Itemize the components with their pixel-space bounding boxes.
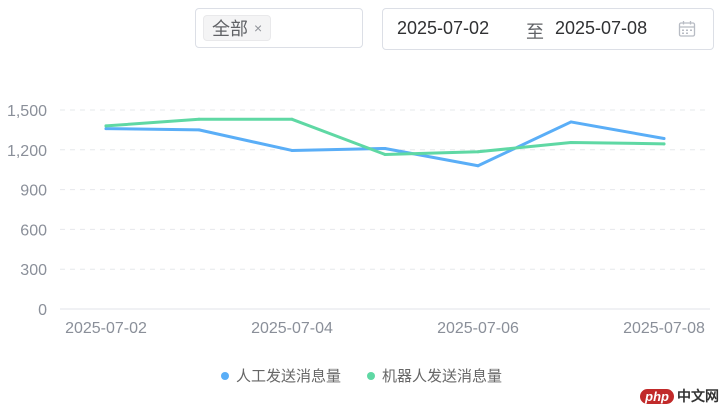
x-tick-label: 2025-07-08 — [623, 320, 705, 337]
watermark-logo: php 中文网 — [640, 386, 719, 406]
data-point — [476, 150, 480, 154]
y-tick-label: 1,500 — [7, 103, 47, 120]
data-point — [104, 127, 108, 131]
x-axis-tick-labels: 2025-07-02 2025-07-04 2025-07-06 2025-07-08 — [65, 320, 705, 337]
y-tick-label: 900 — [20, 183, 47, 200]
data-point — [569, 120, 573, 124]
chart-legend: 人工发送消息量 机器人发送消息量 — [0, 365, 723, 386]
y-tick-label: 0 — [38, 302, 47, 319]
start-date-input[interactable]: 2025-07-02 — [397, 18, 490, 38]
data-point — [290, 148, 294, 152]
data-point — [197, 128, 201, 132]
legend-dot-robot — [367, 371, 375, 380]
end-date-input[interactable]: 2025-07-08 — [555, 18, 648, 38]
date-range-picker[interactable]: 2025-07-02 至 2025-07-08 — [382, 8, 714, 50]
legend-label-robot: 机器人发送消息量 — [382, 367, 503, 385]
data-point — [662, 137, 666, 141]
x-tick-label: 2025-07-06 — [437, 320, 519, 337]
y-tick-label: 300 — [20, 262, 47, 279]
y-axis-tick-labels: 0 300 600 900 1,200 1,500 — [7, 103, 47, 319]
filter-tag: 全部 × — [203, 15, 272, 41]
legend-label-human: 人工发送消息量 — [235, 367, 341, 385]
filter-tag-label: 全部 — [212, 19, 248, 39]
data-point — [662, 142, 666, 146]
legend-item-human[interactable]: 人工发送消息量 — [220, 365, 341, 386]
x-tick-label: 2025-07-04 — [251, 320, 333, 337]
watermark-text: 中文网 — [677, 388, 719, 404]
data-point — [104, 124, 108, 128]
data-point — [476, 164, 480, 168]
legend-item-robot[interactable]: 机器人发送消息量 — [367, 365, 502, 386]
data-point — [197, 117, 201, 121]
y-tick-label: 600 — [20, 222, 47, 239]
channel-filter-select[interactable]: 全部 × — [195, 8, 363, 48]
y-tick-label: 1,200 — [7, 143, 47, 160]
date-range-separator: 至 — [526, 22, 544, 42]
data-point — [383, 152, 387, 156]
x-tick-label: 2025-07-02 — [65, 320, 147, 337]
legend-dot-human — [220, 371, 229, 380]
watermark-brand: php — [640, 388, 674, 404]
close-icon[interactable]: × — [254, 20, 263, 36]
data-point — [290, 117, 294, 121]
chart-gridlines — [60, 109, 710, 310]
calendar-icon[interactable] — [678, 20, 696, 38]
chart-series-lines — [104, 117, 666, 168]
data-point — [569, 141, 573, 145]
data-point — [383, 146, 387, 150]
